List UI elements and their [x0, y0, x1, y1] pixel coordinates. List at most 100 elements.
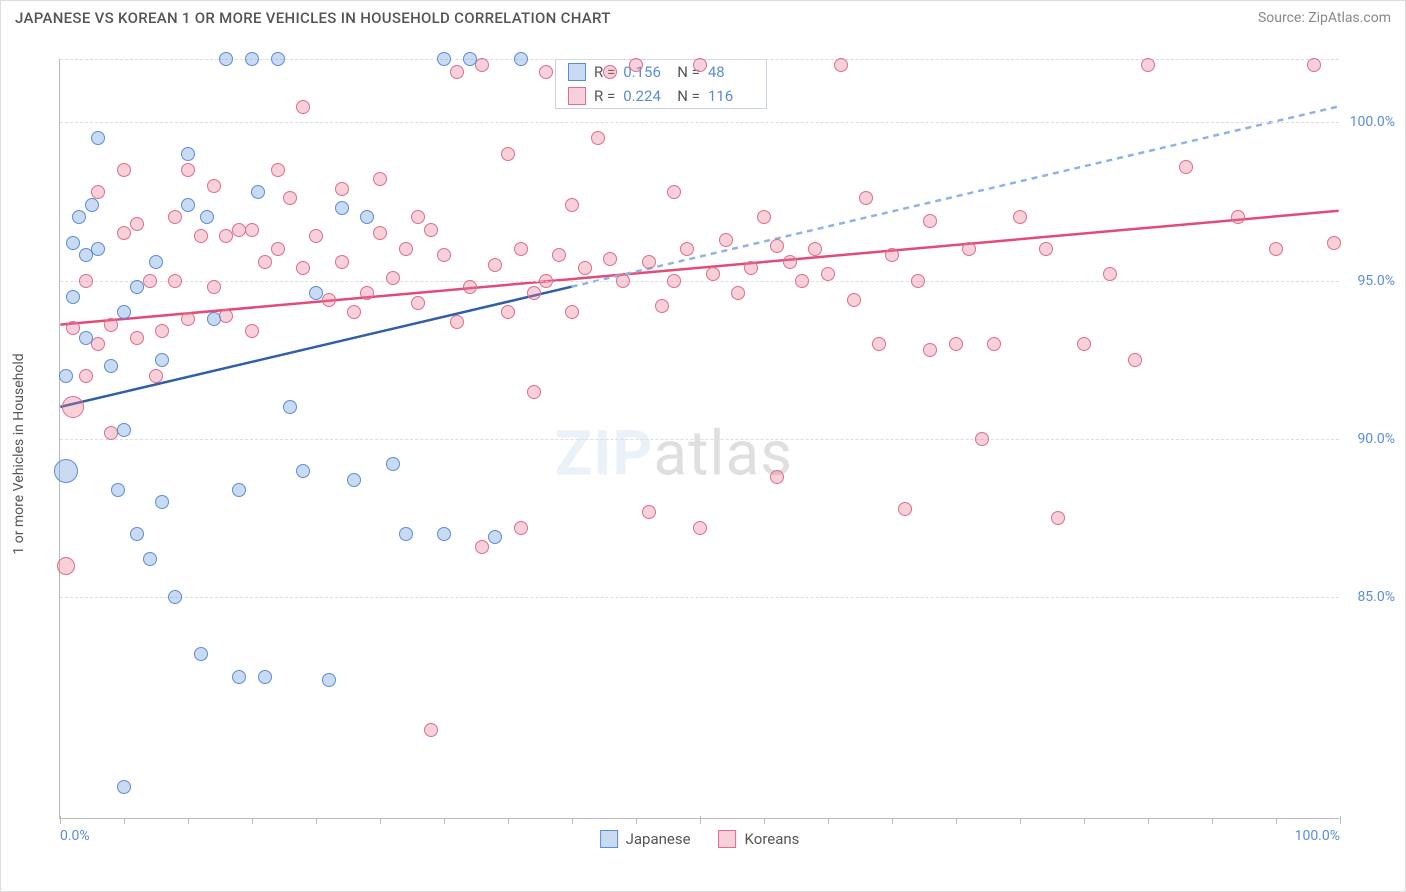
data-point — [437, 248, 451, 262]
data-point — [91, 337, 105, 351]
swatch-japanese — [600, 830, 618, 848]
data-point — [488, 258, 502, 272]
data-point — [872, 337, 886, 351]
data-point — [552, 248, 566, 262]
data-point — [219, 52, 233, 66]
data-point — [258, 255, 272, 269]
y-tick-label: 100.0% — [1350, 114, 1395, 130]
data-point — [475, 540, 489, 554]
data-point — [168, 210, 182, 224]
data-point — [1141, 58, 1155, 72]
data-point — [149, 369, 163, 383]
data-point — [821, 267, 835, 281]
data-point — [335, 255, 349, 269]
series-label-japanese: Japanese — [626, 830, 691, 848]
data-point — [424, 723, 438, 737]
data-point — [117, 423, 131, 437]
data-point — [181, 312, 195, 326]
data-point — [168, 274, 182, 288]
data-point — [335, 201, 349, 215]
swatch-koreans — [719, 830, 737, 848]
data-point — [603, 252, 617, 266]
x-tick-label: 100.0% — [1295, 828, 1340, 844]
data-point — [271, 163, 285, 177]
series-label-koreans: Koreans — [745, 830, 800, 848]
data-point — [181, 147, 195, 161]
data-point — [450, 65, 464, 79]
legend-row-koreans: R = 0.224 N = 116 — [556, 84, 766, 108]
data-point — [117, 305, 131, 319]
data-point — [207, 280, 221, 294]
data-point — [104, 359, 118, 373]
data-point — [283, 191, 297, 205]
source-label: Source: ZipAtlas.com — [1258, 10, 1391, 26]
data-point — [207, 179, 221, 193]
data-point — [539, 65, 553, 79]
data-point — [143, 274, 157, 288]
data-point — [130, 217, 144, 231]
data-point — [949, 337, 963, 351]
y-tick-label: 95.0% — [1357, 273, 1395, 289]
data-point — [1269, 242, 1283, 256]
data-point — [680, 242, 694, 256]
data-point — [450, 315, 464, 329]
title-bar: JAPANESE VS KOREAN 1 OR MORE VEHICLES IN… — [1, 1, 1405, 35]
data-point — [79, 369, 93, 383]
data-point — [373, 172, 387, 186]
data-point — [72, 210, 86, 224]
data-point — [245, 52, 259, 66]
data-point — [565, 305, 579, 319]
data-point — [514, 521, 528, 535]
data-point — [1013, 210, 1027, 224]
data-point — [987, 337, 1001, 351]
data-point — [885, 248, 899, 262]
data-point — [463, 280, 477, 294]
data-point — [232, 483, 246, 497]
data-point — [207, 312, 221, 326]
data-point — [629, 58, 643, 72]
data-point — [322, 293, 336, 307]
data-point — [130, 527, 144, 541]
data-point — [79, 248, 93, 262]
data-point — [859, 191, 873, 205]
data-point — [962, 242, 976, 256]
data-point — [923, 343, 937, 357]
data-point — [386, 457, 400, 471]
data-point — [309, 229, 323, 243]
data-point — [591, 131, 605, 145]
data-point — [373, 226, 387, 240]
data-point — [667, 274, 681, 288]
data-point — [1327, 236, 1341, 250]
data-point — [91, 131, 105, 145]
data-point — [245, 324, 259, 338]
data-point — [258, 670, 272, 684]
data-point — [1077, 337, 1091, 351]
data-point — [834, 58, 848, 72]
data-point — [770, 470, 784, 484]
legend-n-value-japanese: 48 — [708, 63, 754, 81]
data-point — [463, 52, 477, 66]
data-point — [667, 185, 681, 199]
data-point — [360, 210, 374, 224]
data-point — [155, 495, 169, 509]
data-point — [399, 242, 413, 256]
data-point — [194, 229, 208, 243]
data-point — [744, 261, 758, 275]
chart-title: JAPANESE VS KOREAN 1 OR MORE VEHICLES IN… — [15, 9, 611, 27]
data-point — [783, 255, 797, 269]
data-point — [79, 331, 93, 345]
data-point — [200, 210, 214, 224]
data-point — [975, 432, 989, 446]
data-point — [706, 267, 720, 281]
data-point — [411, 296, 425, 310]
data-point — [437, 52, 451, 66]
series-legend-koreans: Koreans — [719, 830, 800, 848]
data-point — [757, 210, 771, 224]
data-point — [527, 286, 541, 300]
series-legend: Japanese Koreans — [600, 830, 800, 848]
data-point — [424, 223, 438, 237]
data-point — [59, 369, 73, 383]
data-point — [578, 261, 592, 275]
legend-r-value-koreans: 0.224 — [623, 87, 669, 105]
data-point — [181, 163, 195, 177]
